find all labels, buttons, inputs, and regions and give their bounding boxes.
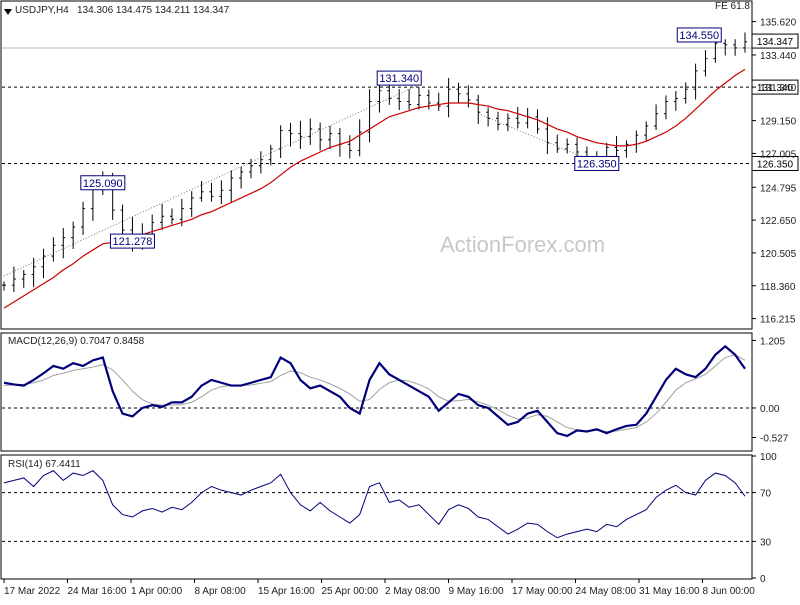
price-level-tag	[751, 33, 799, 49]
rsi-panel-frame	[0, 454, 753, 580]
trend-line	[3, 84, 420, 277]
price-annotation-box	[109, 233, 155, 249]
price-level-tag	[751, 155, 799, 171]
time-tick-label: 24 Mar 16:00	[68, 586, 127, 597]
macd-y-tick-label: -0.527	[760, 434, 789, 445]
rsi-line	[3, 470, 746, 539]
price-level-tag-label: 131.340	[757, 83, 794, 94]
time-tick-label: 15 Apr 16:00	[258, 586, 315, 597]
price-annotation-label: 134.550	[679, 30, 719, 42]
price-annotation-label: 121.278	[113, 236, 153, 248]
price-y-tick-label: 127.005	[760, 149, 797, 160]
macd-y-tick-label: 0.00	[760, 404, 780, 415]
price-y-tick-label: 131.340	[760, 83, 797, 94]
macd-signal-line	[3, 354, 746, 433]
price-panel-frame	[0, 0, 753, 330]
price-level-tag-label: 126.350	[757, 159, 794, 170]
price-y-tick-label: 124.795	[760, 183, 797, 194]
time-tick-label: 31 May 16:00	[639, 586, 700, 597]
price-bars	[2, 32, 747, 292]
rsi-reference-lines	[2, 492, 752, 542]
rsi-lines	[3, 470, 746, 539]
fe-label: FE 61.8	[715, 1, 750, 12]
price-y-tick-label: 116.215	[760, 315, 796, 326]
macd-lines	[3, 344, 746, 438]
rsi-y-tick-label: 100	[760, 452, 777, 463]
rsi-y-tick-label: 30	[760, 537, 772, 548]
price-annotation-label: 126.350	[577, 158, 617, 170]
macd-panel-frame	[0, 332, 753, 452]
time-tick-label: 17 May 00:00	[512, 586, 573, 597]
rsi-y-tick-label: 70	[760, 489, 772, 500]
price-y-tick-label: 135.620	[760, 18, 797, 29]
time-tick-label: 8 Apr 08:00	[195, 586, 247, 597]
price-y-tick-label: 122.650	[760, 216, 797, 227]
price-y-tick-label: 118.360	[760, 282, 796, 293]
time-tick-label: 8 Jun 00:00	[703, 586, 756, 597]
price-annotation-box	[376, 70, 422, 86]
price-y-axis: 116.215 118.360 120.505 122.650 124.795 127.0…	[752, 18, 797, 326]
time-tick-label: 2 May 08:00	[385, 586, 440, 597]
price-annotation-label: 125.090	[83, 178, 123, 190]
price-annotation-label: 131.340	[379, 73, 419, 85]
collapse-triangle-icon[interactable]	[4, 9, 12, 15]
macd-line	[3, 344, 746, 438]
rsi-y-axis: 100 70 30 0	[752, 452, 777, 585]
watermark: ActionForex.com	[440, 232, 605, 257]
price-y-tick-label: 133.440	[760, 51, 797, 62]
time-tick-label: 17 Mar 2022	[4, 586, 61, 597]
price-annotation-box	[676, 27, 722, 43]
symbol-label: USDJPY,H4	[15, 5, 69, 16]
macd-y-axis: 1.205 0.00 -0.527	[752, 336, 789, 445]
price-annotations: 125.090 121.278 131.340 126.350 134.550 134.3…	[80, 27, 799, 249]
time-tick-label: 24 May 08:00	[576, 586, 637, 597]
price-level-tag-label: 134.347	[757, 37, 794, 48]
price-y-tick-label: 129.150	[760, 117, 797, 128]
price-annotation-box	[574, 155, 620, 171]
time-tick-label: 25 Apr 00:00	[322, 586, 379, 597]
price-annotation-box	[80, 175, 126, 191]
time-tick-label: 1 Apr 00:00	[131, 586, 183, 597]
rsi-y-tick-label: 0	[760, 574, 766, 585]
ohlc-label: 134.306 134.475 134.211 134.347	[77, 5, 230, 16]
price-y-tick-label: 120.505	[760, 249, 797, 260]
rsi-title: RSI(14) 67.4411	[8, 459, 81, 470]
macd-y-tick-label: 1.205	[760, 336, 785, 347]
time-tick-label: 9 May 16:00	[449, 586, 504, 597]
macd-title: MACD(12,26,9) 0.7047 0.8458	[8, 336, 145, 347]
time-axis: 17 Mar 2022 24 Mar 16:00 1 Apr 00:00 8 Apr …	[3, 579, 756, 597]
